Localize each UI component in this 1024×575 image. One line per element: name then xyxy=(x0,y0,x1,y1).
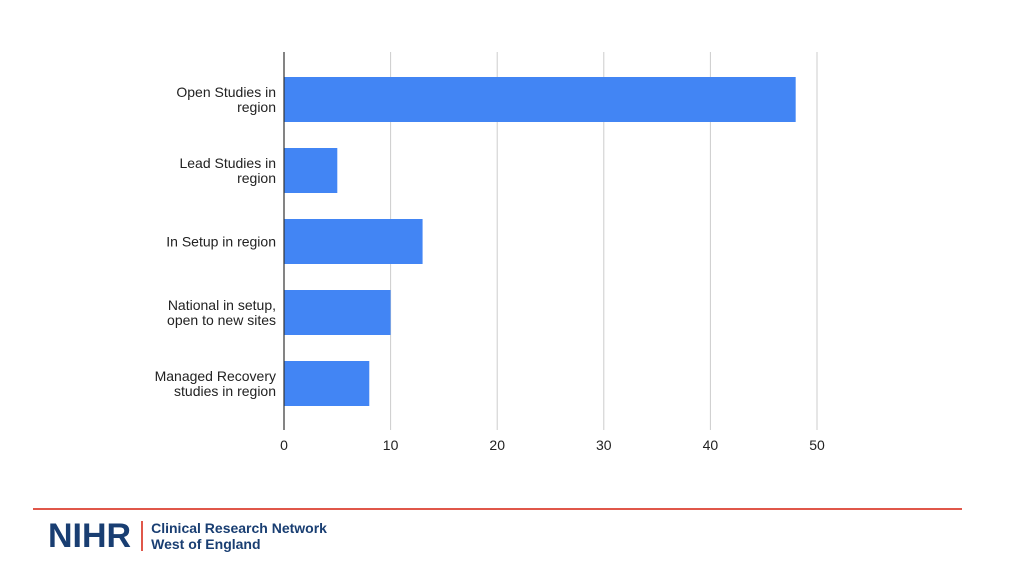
x-tick-label: 0 xyxy=(280,437,288,453)
x-tick-labels: 0 10 20 30 40 50 xyxy=(280,437,825,453)
category-labels: Open Studies in region Lead Studies in regi… xyxy=(155,84,276,399)
bar-chart: Open Studies in region Lead Studies in regi… xyxy=(155,52,825,453)
x-tick-label: 20 xyxy=(489,437,505,453)
footer-divider xyxy=(33,508,962,510)
logo-line-2: West of England xyxy=(151,536,261,552)
logo-network-name: Clinical Research Network West of Englan… xyxy=(151,520,327,552)
category-label: Open Studies in region xyxy=(176,84,276,115)
logo-line-1: Clinical Research Network xyxy=(151,520,327,536)
bar xyxy=(284,77,796,122)
logo-separator xyxy=(141,521,144,551)
bar xyxy=(284,290,391,335)
nihr-logo: NIHR Clinical Research Network West of E… xyxy=(48,518,327,554)
x-tick-label: 40 xyxy=(703,437,719,453)
bar xyxy=(284,148,338,193)
bar xyxy=(284,219,423,264)
x-tick-label: 30 xyxy=(596,437,612,453)
category-label: Lead Studies in region xyxy=(179,155,276,186)
bar xyxy=(284,361,370,406)
category-label: Managed Recovery studies in region xyxy=(155,368,276,399)
x-tick-label: 10 xyxy=(383,437,399,453)
category-label: In Setup in region xyxy=(166,234,276,250)
category-label: National in setup, open to new sites xyxy=(167,297,276,328)
bars xyxy=(284,77,796,406)
x-tick-label: 50 xyxy=(809,437,825,453)
logo-wordmark: NIHR xyxy=(48,517,132,555)
